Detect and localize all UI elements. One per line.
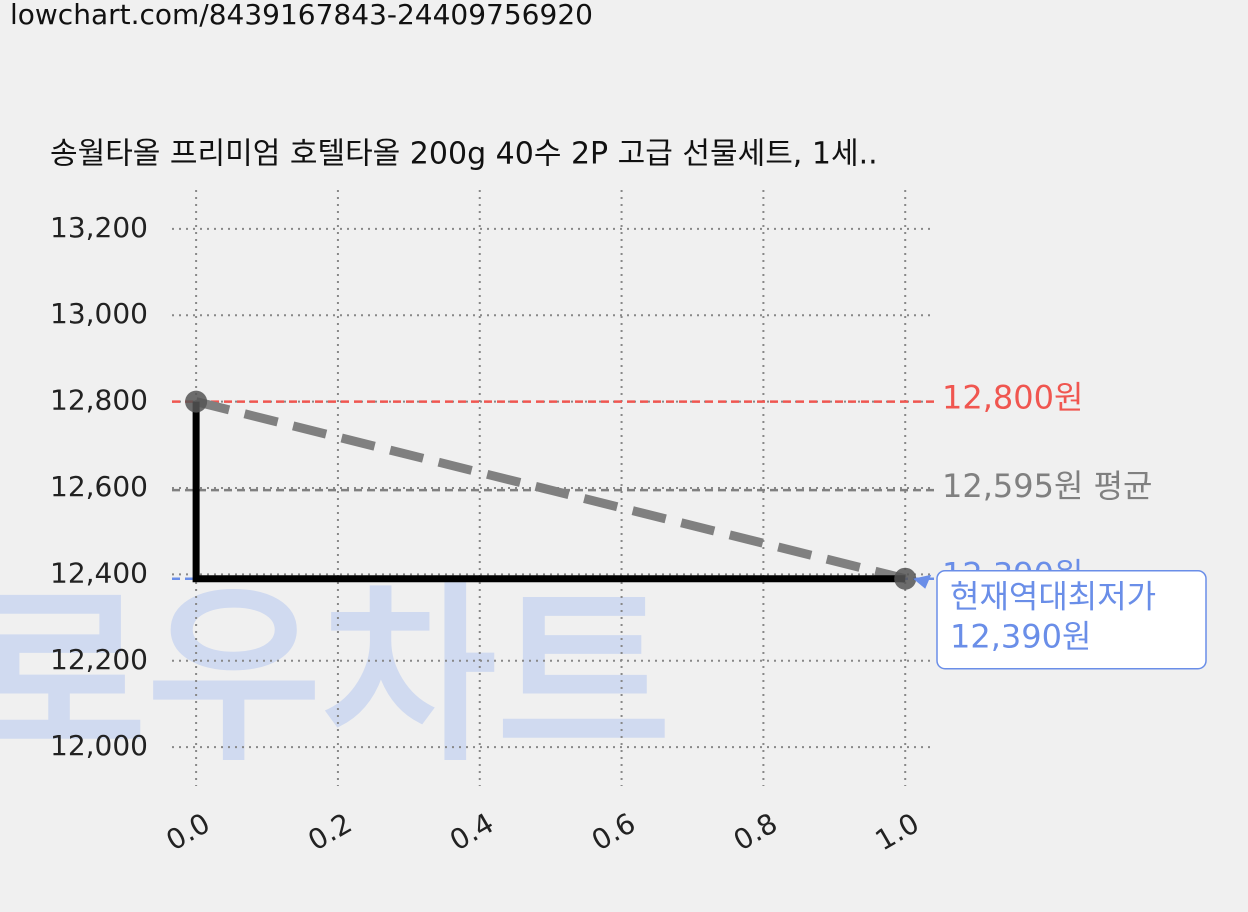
- step-line: [192, 401, 906, 583]
- trend-line: [195, 397, 907, 584]
- point: [185, 390, 208, 413]
- watermark: 로우차트: [0, 566, 671, 787]
- y-tick-label: 12,400: [50, 556, 148, 589]
- callout-label: 12,390원: [950, 618, 1091, 656]
- point: [894, 567, 917, 590]
- callout-title: 현재역대최저가: [950, 578, 1156, 616]
- chart-title: 송월타올 프리미엄 호텔타올 200g 40수 2P 고급 선물세트, 1세..: [50, 137, 878, 172]
- reference-label: 12,800원: [942, 379, 1083, 417]
- y-tick-label: 12,200: [50, 643, 148, 676]
- url: lowchart.com/8439167843-24409756920: [10, 0, 593, 31]
- y-tick-label: 12,000: [50, 729, 148, 762]
- y-tick-label: 13,200: [50, 211, 148, 244]
- reference-label: 12,595원 평균: [942, 467, 1152, 505]
- callout-box: [936, 569, 1207, 670]
- y-tick-label: 12,600: [50, 470, 148, 503]
- y-tick-label: 12,800: [50, 384, 148, 417]
- y-tick-label: 13,000: [50, 297, 148, 330]
- callout-arrow: [913, 574, 932, 589]
